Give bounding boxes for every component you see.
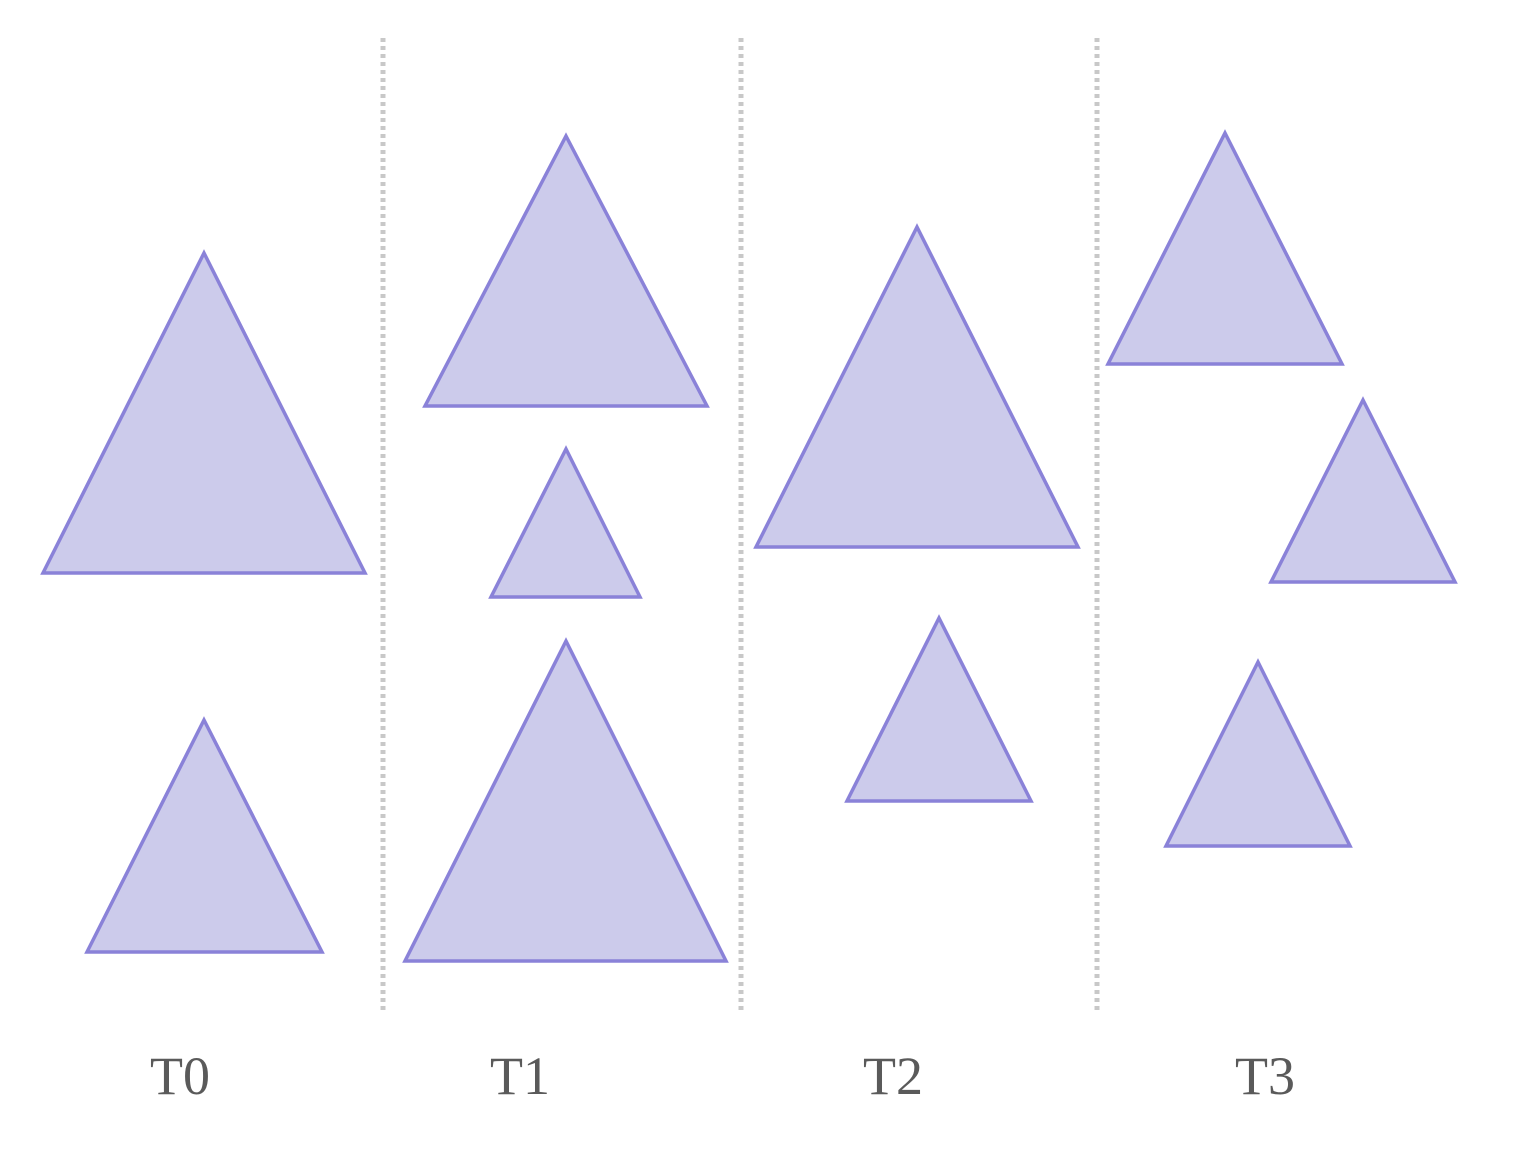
column-t3: T3 [1105,129,1458,1106]
column-label-t1: T1 [490,1046,550,1106]
triangle-t3-3 [1163,658,1353,848]
triangle-t1-2 [488,445,643,599]
column-t1: T1 [402,132,729,1106]
column-label-t0: T0 [150,1046,210,1106]
column-label-t3: T3 [1235,1046,1295,1106]
column-t2: T2 [753,223,1081,1106]
triangle-t1-3 [402,637,729,963]
column-dividers [380,38,1100,1010]
column-label-t2: T2 [863,1046,923,1106]
triangle-t3-2 [1268,396,1458,584]
triangle-t0-1 [40,249,368,575]
triangle-t0-2 [84,716,325,954]
triangle-t3-1 [1105,129,1345,366]
triangle-t2-1 [753,223,1081,549]
triangle-t2-2 [844,614,1034,803]
triangle-t1-1 [422,132,710,408]
column-t0: T0 [40,249,368,1106]
